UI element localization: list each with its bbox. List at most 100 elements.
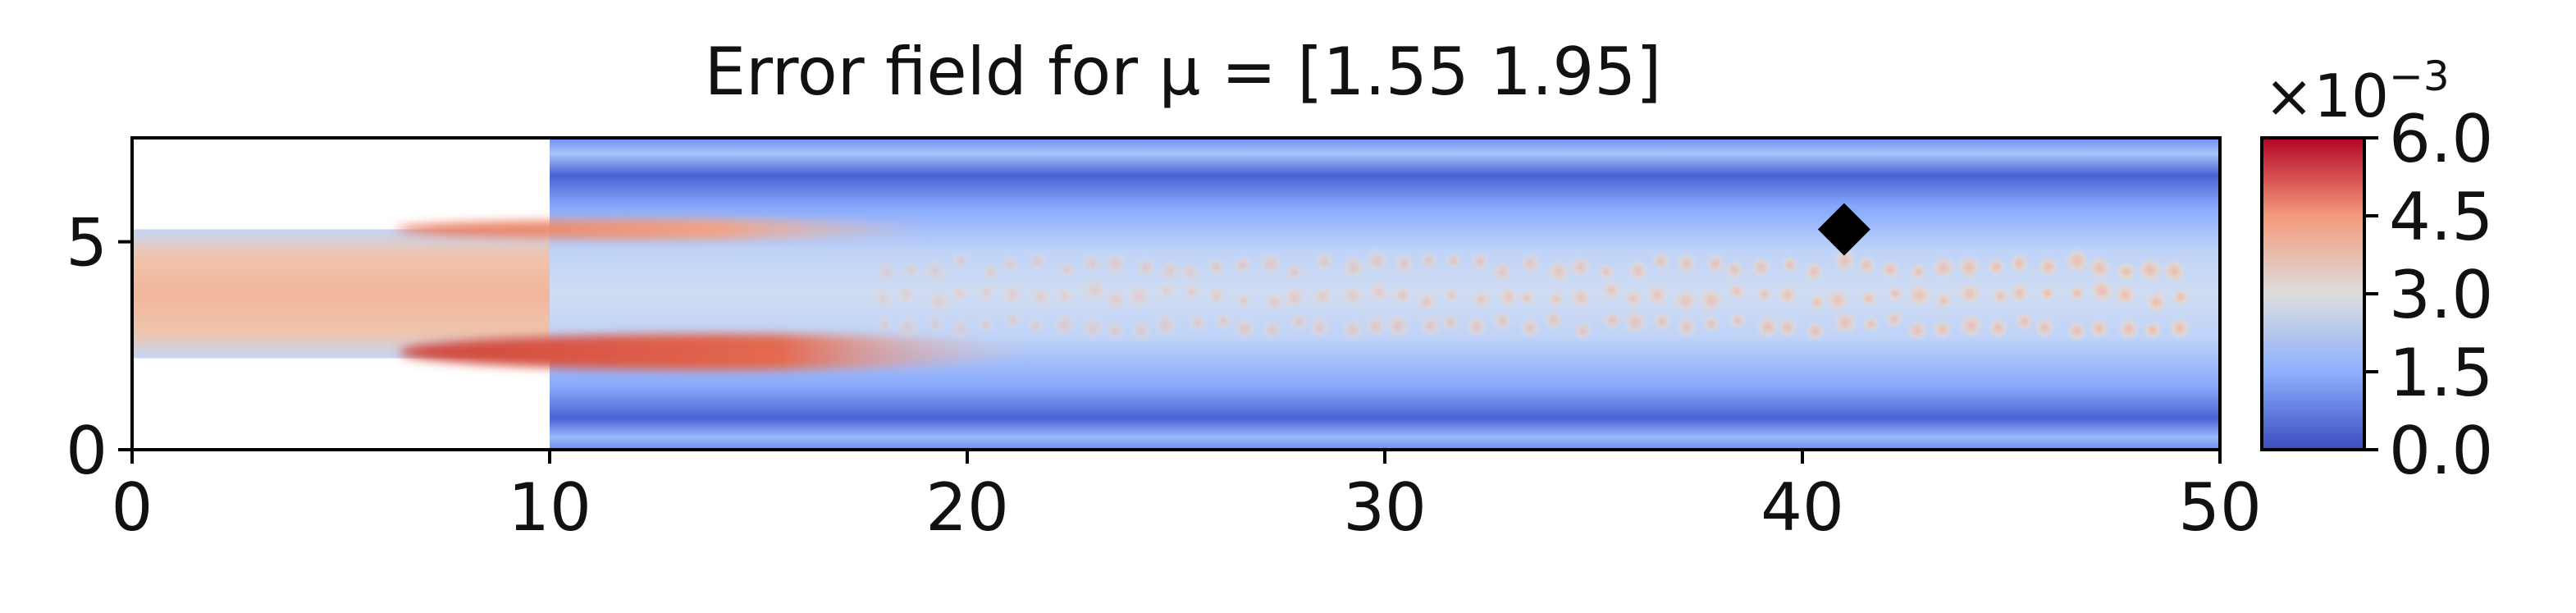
jet-cell — [1496, 285, 1521, 309]
jet-cell — [1726, 281, 1747, 302]
jet-cell — [999, 281, 1025, 308]
x-tick-label: 0 — [112, 469, 153, 546]
jet-cell — [1596, 262, 1616, 282]
jet-cell — [1542, 309, 1565, 332]
jet-cell — [1104, 320, 1126, 342]
jet-cell — [1568, 285, 1593, 311]
jet-cell — [1651, 250, 1673, 272]
jet-cell — [1906, 281, 1934, 309]
jet-cell — [1674, 315, 1699, 339]
jet-cell — [2136, 256, 2164, 284]
jet-cell — [875, 315, 894, 335]
jet-cell — [871, 287, 895, 311]
jet-cell — [925, 314, 946, 335]
colorbar-multiplier-base: ×10 — [2264, 62, 2389, 130]
jet-cell — [875, 259, 899, 285]
jet-cell — [1231, 254, 1254, 277]
jet-cell — [2036, 254, 2061, 279]
jet-cell — [1026, 316, 1045, 336]
colorbar-ticks: 0.01.53.04.56.0 — [2364, 101, 2493, 489]
jet-cell — [1755, 285, 1774, 304]
jet-cell — [949, 283, 970, 304]
jet-cell — [1930, 254, 1957, 281]
jet-cell — [1957, 312, 1985, 339]
jet-cell — [1546, 290, 1565, 309]
jet-cell — [1704, 252, 1728, 275]
jet-cell — [1701, 313, 1721, 333]
jet-cell — [1414, 290, 1438, 313]
jet-cell — [1234, 291, 1253, 310]
jet-cell — [2063, 247, 2091, 275]
jet-cell — [948, 317, 973, 341]
jet-cell — [1885, 284, 1905, 303]
jet-cell — [1418, 250, 1439, 271]
jet-cell — [2142, 319, 2163, 341]
jet-cell — [1125, 282, 1153, 311]
x-axis: 0 10 20 30 40 50 — [112, 450, 2262, 546]
jet-cell — [1600, 279, 1623, 302]
jet-cell — [2007, 281, 2031, 304]
jet-cell — [2167, 316, 2193, 341]
x-tick-label: 20 — [925, 469, 1009, 546]
jet-cell — [1728, 310, 1747, 330]
x-tick-label: 50 — [2178, 469, 2262, 546]
jet-cell — [1601, 309, 1624, 332]
jet-cell — [1986, 256, 2007, 277]
jet-cell — [1213, 311, 1233, 331]
jet-cell — [2172, 287, 2191, 307]
jet-cell — [1134, 255, 1158, 280]
jet-cell — [1080, 251, 1104, 276]
jet-cell — [1341, 283, 1366, 309]
colorbar-tick-label: 1.5 — [2389, 335, 2493, 411]
x-tick-label: 40 — [1761, 469, 1844, 546]
jet-cell — [1622, 288, 1644, 309]
jet-cell — [1442, 286, 1461, 305]
jet-cell — [1206, 285, 1227, 307]
jet-cell — [1775, 315, 1800, 340]
jet-cell — [1856, 254, 1877, 276]
jet-cell — [2007, 252, 2030, 275]
jet-cell — [1517, 288, 1537, 308]
jet-cell — [2089, 277, 2116, 304]
jet-cell — [975, 314, 996, 335]
jet-cell — [1802, 260, 1825, 283]
jet-cell — [1053, 286, 1076, 307]
jet-cell — [1341, 317, 1366, 342]
jet-cell — [2067, 283, 2087, 303]
jet-cell — [1749, 255, 1773, 279]
probe-point-marker — [1817, 203, 1870, 256]
jet-cell — [1491, 260, 1514, 284]
jet-cell — [1697, 286, 1725, 314]
jet-cell — [1568, 254, 1593, 279]
jet-cell — [2038, 283, 2057, 303]
plot-area: 0 10 20 30 40 50 05 — [66, 136, 2262, 546]
jet-cell — [1956, 254, 1982, 281]
jet-cell — [1003, 309, 1024, 331]
jet-cell — [975, 281, 998, 304]
y-tick-label: 0 — [66, 413, 107, 489]
colorbar-tick-label: 3.0 — [2389, 257, 2493, 333]
jet-cell — [2144, 290, 2169, 314]
jet-cell — [1311, 285, 1335, 309]
jet-cell — [1440, 313, 1461, 333]
jet-cell — [2033, 316, 2056, 339]
lower-corner-error-streak — [399, 333, 1035, 370]
jet-cell — [1470, 288, 1492, 310]
jet-cell — [1444, 251, 1463, 271]
jet-cell — [1468, 250, 1491, 273]
jet-cell — [1152, 312, 1179, 339]
jet-cell — [1934, 290, 1953, 311]
jet-cell — [1957, 281, 1983, 307]
jet-cell — [1288, 312, 1310, 333]
colorbar: 0.01.53.04.56.0 ×10−3 — [2260, 53, 2493, 489]
jet-cell — [1859, 289, 1878, 308]
jet-cell — [1281, 284, 1309, 311]
jet-cell — [1263, 290, 1286, 313]
jet-cell — [894, 313, 921, 340]
jet-cell — [1418, 313, 1444, 339]
jet-cell — [1026, 249, 1049, 272]
colorbar-tick-label: 6.0 — [2389, 101, 2493, 177]
jet-cell — [901, 260, 921, 281]
inlet-channel-field — [132, 229, 550, 359]
